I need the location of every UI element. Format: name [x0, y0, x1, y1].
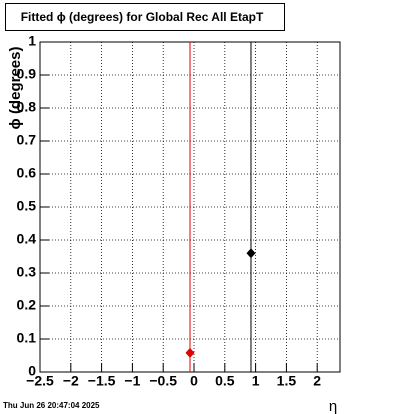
y-tick-label: 0.2 — [17, 297, 37, 313]
y-tick-label: 0.4 — [17, 231, 37, 247]
x-tick-label: 0 — [190, 373, 198, 389]
y-tick-label: 0.7 — [17, 132, 37, 148]
x-tick-label: −1 — [124, 373, 140, 389]
y-tick-label: 0.8 — [17, 99, 37, 115]
x-tick-label: −2 — [63, 373, 79, 389]
point — [185, 347, 195, 358]
x-tick-label: −0.5 — [149, 373, 177, 389]
timestamp: Thu Jun 26 20:47:04 2025 — [3, 401, 100, 410]
point — [246, 248, 256, 259]
y-tick-label: 0.9 — [17, 66, 37, 82]
y-tick-label: 1 — [28, 33, 36, 49]
chart-title: Fitted ϕ (degrees) for Global Rec All Et… — [21, 10, 264, 24]
y-tick-label: 0.1 — [17, 330, 37, 346]
x-tick-label: −1.5 — [88, 373, 116, 389]
y-axis-label: ϕ (degrees) — [7, 47, 24, 130]
x-tick-label: 1 — [252, 373, 260, 389]
y-tick-label: 0.3 — [17, 264, 37, 280]
x-tick-label: 1.5 — [277, 373, 297, 389]
y-tick-label: 0.5 — [17, 198, 37, 214]
x-tick-label: −2.5 — [26, 373, 54, 389]
x-tick-label: 0.5 — [215, 373, 235, 389]
x-axis-label: η — [329, 398, 337, 414]
y-tick-label: 0 — [28, 363, 36, 379]
title-box — [5, 3, 285, 31]
y-tick-label: 0.6 — [17, 165, 37, 181]
x-tick-label: 2 — [313, 373, 321, 389]
